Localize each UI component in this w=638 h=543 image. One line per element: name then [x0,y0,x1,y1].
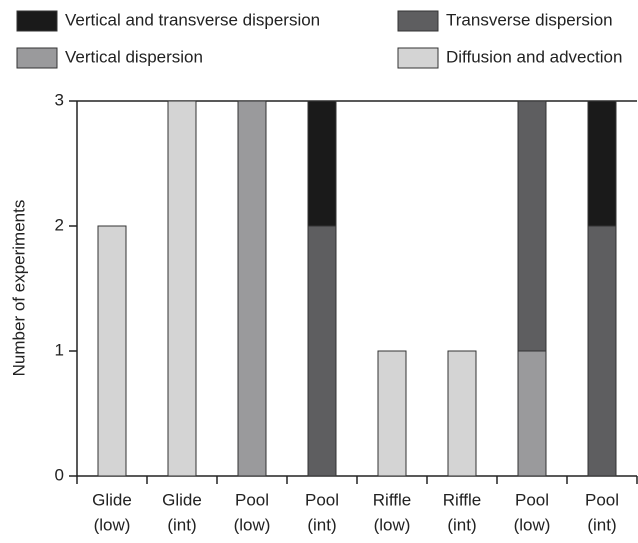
y-tick-label: 3 [55,90,64,109]
y-tick-label: 0 [55,465,64,484]
x-tick-label: Pool [515,490,549,509]
bar-segment [517,100,547,352]
x-tick-label: Riffle [443,490,481,509]
bar-segment [447,350,477,477]
legend-swatch [397,10,439,32]
x-tick-label: Glide [92,490,132,509]
x-tick-label: (int) [587,515,616,534]
bar-segment [97,225,127,477]
bar-segment [307,225,337,477]
x-tick-label: Riffle [373,490,411,509]
legend-swatch [397,47,439,69]
x-tick-label: (low) [94,515,131,534]
y-tick-label: 2 [55,215,64,234]
y-tick-label: 1 [55,340,64,359]
legend-label: Vertical dispersion [65,47,203,66]
x-tick-label: (int) [167,515,196,534]
bar-segment [587,100,617,227]
bar-segment [307,100,337,227]
x-tick-label: (int) [307,515,336,534]
bar-segment [517,350,547,477]
bar-segment [377,350,407,477]
x-tick-label: (low) [234,515,271,534]
legend-swatch [16,47,58,69]
legend-swatch [16,10,58,32]
bar-segment [167,100,197,477]
legend-label: Transverse dispersion [446,10,613,29]
legend-label: Diffusion and advection [446,47,622,66]
y-axis-label: Number of experiments [9,200,28,377]
x-tick-label: Glide [162,490,202,509]
x-tick-label: (low) [374,515,411,534]
x-tick-label: Pool [235,490,269,509]
x-tick-label: Pool [585,490,619,509]
bar-segment [587,225,617,477]
bar-segment [237,100,267,477]
x-tick-label: (int) [447,515,476,534]
legend-label: Vertical and transverse dispersion [65,10,320,29]
x-tick-label: (low) [514,515,551,534]
x-tick-label: Pool [305,490,339,509]
